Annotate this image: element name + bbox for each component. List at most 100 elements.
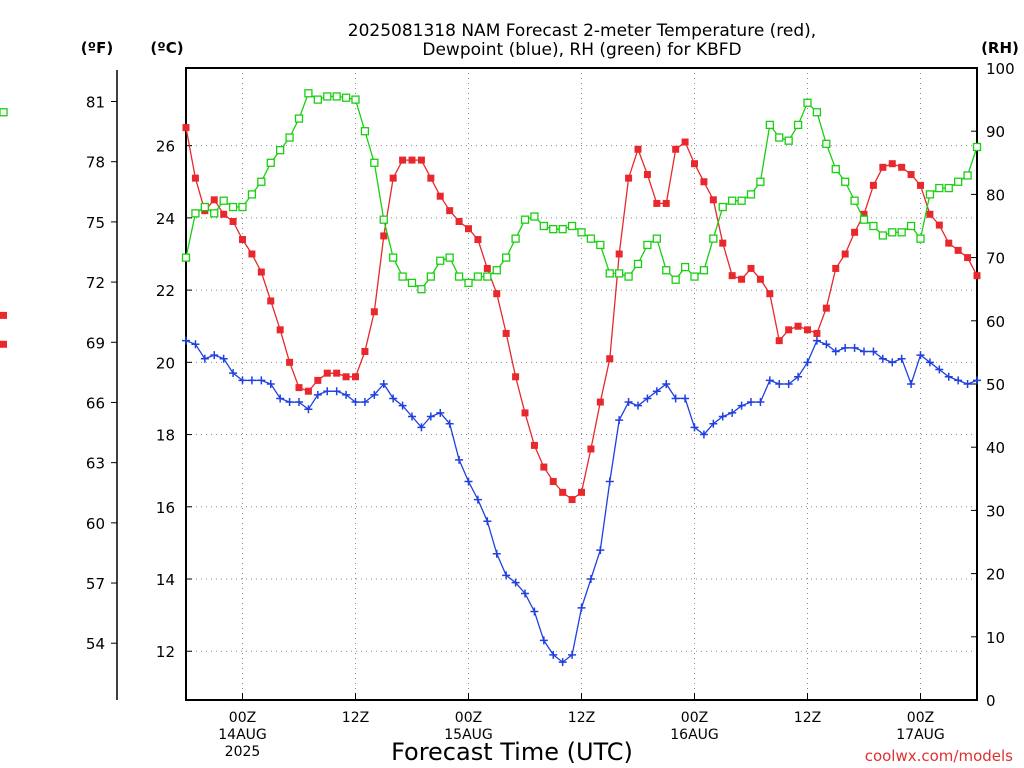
temperature-data-point bbox=[399, 156, 407, 164]
rh-data-point bbox=[389, 253, 398, 262]
rh-axis-unit-label: (RH) bbox=[981, 39, 1019, 57]
rh-tick-label: 100 bbox=[986, 60, 1015, 78]
dewpoint-data-point bbox=[502, 571, 511, 580]
dewpoint-data-point bbox=[605, 477, 614, 486]
rh-data-point bbox=[464, 278, 473, 288]
temperature-data-point bbox=[926, 210, 934, 218]
time-tick-label: 12Z bbox=[342, 710, 369, 726]
dewpoint-data-point bbox=[455, 455, 464, 464]
rh-tick-label: 30 bbox=[986, 502, 1005, 520]
temperature-data-point bbox=[314, 376, 322, 384]
rh-data-point bbox=[906, 221, 916, 231]
dewpoint-data-point bbox=[247, 376, 256, 385]
rh-data-point bbox=[228, 202, 238, 212]
rh-data-point bbox=[360, 127, 370, 136]
rh-tick-label: 90 bbox=[986, 123, 1005, 141]
dewpoint-data-point bbox=[850, 343, 859, 352]
temperature-data-point bbox=[719, 239, 727, 247]
temperature-data-point bbox=[728, 272, 736, 280]
temperature-data-point bbox=[257, 268, 265, 276]
rh-data-point bbox=[812, 108, 822, 117]
temperature-data-point bbox=[502, 329, 510, 337]
dewpoint-data-point bbox=[737, 401, 746, 410]
temperature-data-point bbox=[606, 355, 614, 363]
temperature-data-point bbox=[493, 290, 501, 298]
rh-data-point bbox=[925, 190, 935, 199]
dewpoint-data-point bbox=[643, 394, 652, 403]
rh-data-point bbox=[888, 228, 897, 237]
rh-data-point bbox=[793, 120, 803, 130]
rh-tick-label: 70 bbox=[986, 250, 1005, 268]
rh-data-point bbox=[662, 266, 671, 275]
fahrenheit-axis-unit-label: (ºF) bbox=[81, 39, 113, 57]
rh-data-point bbox=[520, 215, 530, 224]
temperature-data-point bbox=[286, 358, 294, 366]
temperature-data-point bbox=[681, 138, 689, 146]
temperature-data-point bbox=[822, 304, 830, 312]
rh-data-point bbox=[746, 190, 756, 199]
dewpoint-data-point bbox=[351, 398, 360, 407]
rh-data-point bbox=[247, 190, 257, 199]
dewpoint-data-point bbox=[200, 354, 209, 363]
rh-data-point bbox=[341, 93, 351, 102]
dewpoint-data-point bbox=[266, 380, 275, 388]
temperature-data-point bbox=[521, 409, 529, 417]
temperature-data-point bbox=[615, 250, 623, 258]
rh-series-line bbox=[185, 92, 978, 291]
rh-tick-label: 60 bbox=[986, 313, 1005, 331]
temperature-data-point bbox=[389, 174, 397, 182]
dewpoint-data-point bbox=[690, 423, 699, 432]
rh-data-point bbox=[502, 253, 511, 262]
temperature-data-point bbox=[954, 246, 962, 254]
temperature-data-point bbox=[596, 398, 604, 406]
dewpoint-data-point bbox=[342, 390, 351, 399]
dewpoint-data-point bbox=[417, 423, 426, 432]
temperature-data-point bbox=[879, 163, 887, 171]
rh-data-point bbox=[304, 89, 313, 98]
rh-data-point bbox=[370, 158, 379, 167]
dewpoint-data-point bbox=[304, 405, 313, 414]
temperature-data-point bbox=[917, 181, 924, 189]
temperature-data-point bbox=[832, 264, 840, 272]
rh-data-point bbox=[850, 196, 859, 205]
dewpoint-data-point bbox=[182, 336, 190, 345]
dewpoint-data-point bbox=[285, 398, 294, 407]
dewpoint-data-point bbox=[954, 376, 963, 385]
dewpoint-data-point bbox=[521, 589, 529, 598]
dewpoint-data-point bbox=[313, 390, 322, 399]
rh-data-point bbox=[181, 253, 191, 262]
dewpoint-data-point bbox=[464, 477, 473, 486]
dewpoint-data-point bbox=[747, 398, 755, 407]
time-tick-label: 00Z bbox=[907, 710, 934, 726]
temperature-data-point bbox=[455, 217, 463, 225]
temperature-data-point bbox=[323, 369, 331, 377]
rh-data-point bbox=[191, 209, 200, 218]
dewpoint-data-point bbox=[728, 408, 737, 417]
dewpoint-data-point bbox=[803, 358, 812, 367]
chart-title-line-2: Dewpoint (blue), RH (green) for KBFD bbox=[422, 40, 741, 60]
rh-data-point bbox=[257, 177, 266, 186]
rh-data-point bbox=[558, 225, 567, 234]
fahrenheit-tick-label: 78 bbox=[86, 154, 105, 172]
dewpoint-data-point bbox=[775, 380, 784, 388]
fahrenheit-tick-label: 54 bbox=[86, 635, 105, 653]
temperature-data-point bbox=[474, 236, 482, 244]
dewpoint-data-point bbox=[812, 336, 821, 345]
fahrenheit-tick-label: 66 bbox=[86, 394, 105, 412]
temperature-data-point bbox=[239, 236, 246, 244]
dewpoint-data-point bbox=[219, 354, 228, 363]
rh-data-point bbox=[709, 234, 718, 243]
dewpoint-data-point bbox=[822, 340, 831, 349]
rh-data-point bbox=[822, 139, 831, 148]
dewpoint-data-point bbox=[963, 380, 972, 388]
rh-data-point bbox=[643, 240, 652, 250]
time-tick-label: 16AUG bbox=[670, 727, 719, 743]
dewpoint-data-point bbox=[652, 387, 661, 396]
temperature-data-point bbox=[747, 264, 755, 272]
fahrenheit-tick-label: 60 bbox=[86, 515, 105, 533]
dewpoint-data-point bbox=[577, 603, 586, 612]
dewpoint-data-point bbox=[530, 607, 539, 616]
dewpoint-data-point bbox=[935, 365, 944, 374]
dewpoint-data-point bbox=[257, 376, 266, 385]
